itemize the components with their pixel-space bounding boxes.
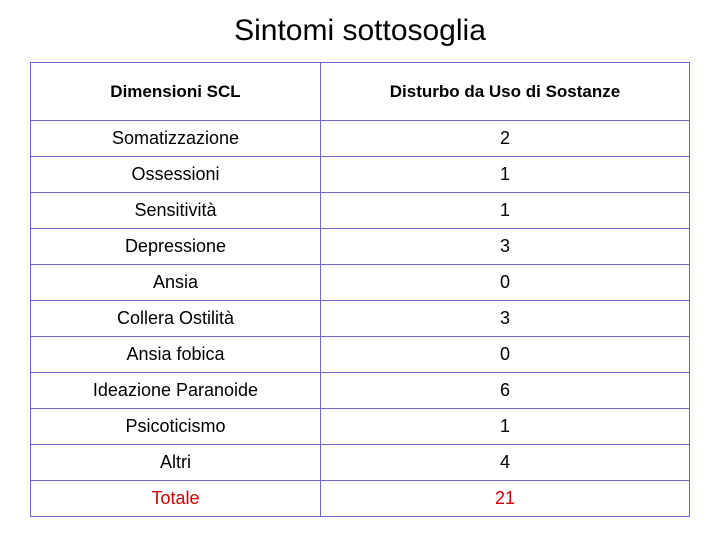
- slide: Sintomi sottosoglia Dimensioni SCL Distu…: [0, 0, 720, 540]
- slide-title: Sintomi sottosoglia: [30, 14, 690, 48]
- cell-dim: Somatizzazione: [31, 121, 321, 157]
- table-row: Ideazione Paranoide 6: [31, 373, 690, 409]
- cell-dim: Psicoticismo: [31, 409, 321, 445]
- table-row: Ossessioni 1: [31, 157, 690, 193]
- table-row: Altri 4: [31, 445, 690, 481]
- cell-val: 0: [320, 337, 689, 373]
- cell-total-dim: Totale: [31, 481, 321, 517]
- cell-val: 1: [320, 193, 689, 229]
- cell-val: 0: [320, 265, 689, 301]
- col-header-dimensioni: Dimensioni SCL: [31, 63, 321, 121]
- table-total-row: Totale 21: [31, 481, 690, 517]
- table-row: Ansia 0: [31, 265, 690, 301]
- cell-dim: Sensitività: [31, 193, 321, 229]
- col-header-disturbo: Disturbo da Uso di Sostanze: [320, 63, 689, 121]
- cell-val: 2: [320, 121, 689, 157]
- cell-val: 1: [320, 409, 689, 445]
- table-row: Sensitività 1: [31, 193, 690, 229]
- symptoms-table: Dimensioni SCL Disturbo da Uso di Sostan…: [30, 62, 690, 517]
- table-row: Collera Ostilità 3: [31, 301, 690, 337]
- cell-dim: Altri: [31, 445, 321, 481]
- table-row: Depressione 3: [31, 229, 690, 265]
- cell-dim: Depressione: [31, 229, 321, 265]
- cell-dim: Ossessioni: [31, 157, 321, 193]
- cell-val: 3: [320, 301, 689, 337]
- cell-dim: Ansia: [31, 265, 321, 301]
- cell-total-val: 21: [320, 481, 689, 517]
- table-row: Somatizzazione 2: [31, 121, 690, 157]
- table-row: Psicoticismo 1: [31, 409, 690, 445]
- table-row: Ansia fobica 0: [31, 337, 690, 373]
- cell-val: 3: [320, 229, 689, 265]
- cell-dim: Collera Ostilità: [31, 301, 321, 337]
- cell-val: 1: [320, 157, 689, 193]
- table-header-row: Dimensioni SCL Disturbo da Uso di Sostan…: [31, 63, 690, 121]
- cell-dim: Ansia fobica: [31, 337, 321, 373]
- cell-val: 6: [320, 373, 689, 409]
- cell-val: 4: [320, 445, 689, 481]
- cell-dim: Ideazione Paranoide: [31, 373, 321, 409]
